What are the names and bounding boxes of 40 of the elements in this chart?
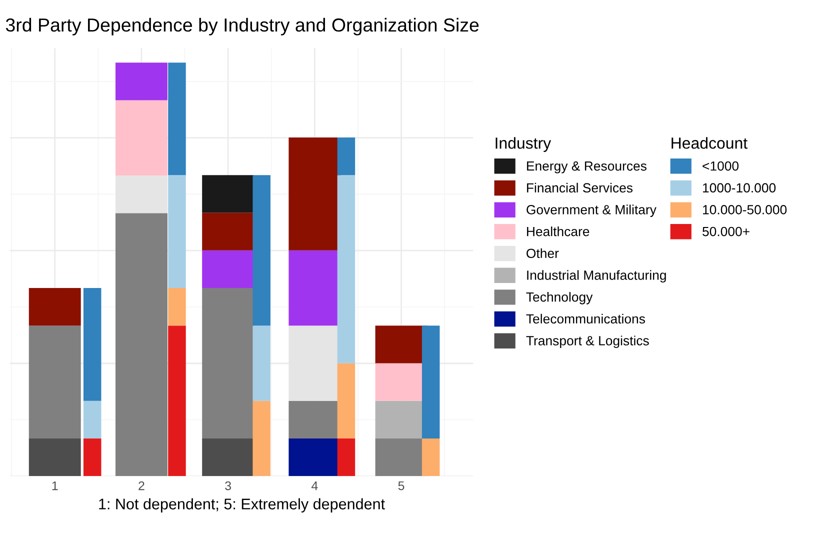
legend-label: 1000-10.000 [703,183,776,193]
bar [28,288,81,326]
bar [83,288,102,401]
bar [202,288,254,439]
legend-label: Healthcare [527,226,590,236]
bar [337,137,356,176]
legend-label: Other [526,248,559,258]
legend-label: 10.000-50.000 [703,205,787,214]
legend-label: Financial Services [527,182,633,193]
x-tick-label: 4 [311,481,318,490]
bar [168,326,186,476]
legend-label: Energy & Resources [527,161,646,174]
legend-label: Telecommunications [526,314,645,324]
chart-title: 3rd Party Dependence by Industry and Organization Size [6,18,479,36]
legend-label: Industrial Manufacturing [527,270,666,282]
legend-title: Headcount [672,137,748,149]
bar [28,326,81,439]
x-tick-label: 1 [52,481,58,490]
x-tick-label: 5 [398,481,404,490]
bar [83,400,102,439]
legend-label: <1000 [702,161,739,171]
bar [83,438,102,476]
bar [202,250,254,288]
x-tick-label: 3 [225,481,231,490]
legend-title: Industry [496,137,552,152]
bar [28,438,81,476]
legend-label: Transport & Logistics [526,336,649,348]
legend-label: 50.000+ [702,226,750,236]
bar [202,212,254,250]
bar [252,175,270,326]
bar [337,175,356,364]
legend-label: Technology [526,292,593,304]
bar [168,288,186,326]
legend-label: Government & Military [526,204,656,217]
bar [252,326,270,401]
x-tick-label: 2 [138,481,144,490]
x-axis-title: 1: Not dependent; 5: Extremely dependent [99,498,385,512]
bar [202,175,254,213]
bar [422,326,440,439]
bar [168,175,186,288]
